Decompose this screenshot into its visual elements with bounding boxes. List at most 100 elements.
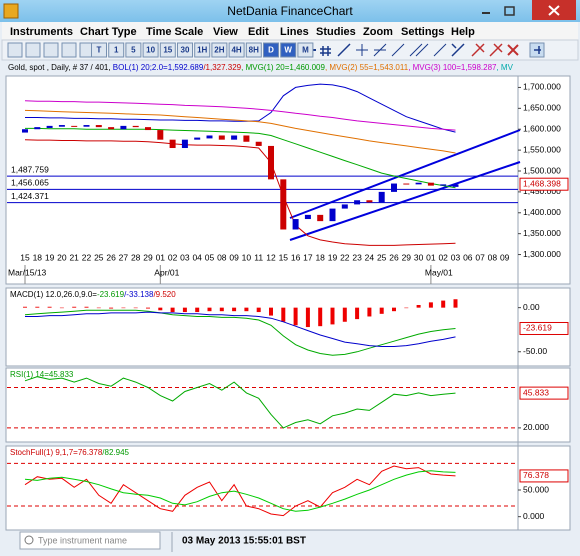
- instrument-search[interactable]: [19, 531, 161, 550]
- legend-part: /82.945: [102, 448, 129, 457]
- y-tick-label: 1,700.000: [523, 82, 561, 92]
- timescale-button[interactable]: [142, 42, 159, 58]
- icon-button[interactable]: [43, 42, 59, 58]
- menu-item[interactable]: Edit: [248, 26, 269, 38]
- timescale-button[interactable]: [245, 42, 262, 58]
- macd-bar: [355, 307, 360, 320]
- delete-all-icon[interactable]: [507, 44, 519, 56]
- legend-part: RSI(1) 14=45.833: [10, 370, 74, 379]
- current-value-label: 45.833: [523, 387, 549, 397]
- line-icon[interactable]: [337, 43, 351, 57]
- candle: [34, 127, 41, 130]
- menu-item[interactable]: View: [213, 26, 238, 38]
- date-label: 22: [340, 252, 350, 262]
- menu-item[interactable]: Instruments: [10, 26, 73, 38]
- timescale-label: W: [284, 46, 292, 55]
- parallel-icon[interactable]: [409, 43, 429, 57]
- app-icon: [3, 3, 19, 19]
- series-line: [25, 127, 456, 189]
- hline-icon[interactable]: [356, 44, 368, 56]
- icon-button[interactable]: [61, 42, 77, 58]
- search-icon: [24, 535, 34, 545]
- timescale-label: 10: [146, 46, 155, 55]
- legend-part: /1,327.329: [203, 63, 241, 72]
- date-label: 02: [438, 252, 448, 262]
- candle: [108, 127, 115, 130]
- macd-bar: [207, 307, 212, 312]
- candle: [145, 127, 151, 131]
- timescale-button[interactable]: [297, 42, 314, 58]
- date-label: 19: [45, 252, 55, 262]
- series-line: [24, 100, 456, 131]
- menu-item[interactable]: Studies: [316, 26, 356, 38]
- timescale-label: 1: [114, 46, 119, 55]
- timescale-label: D: [268, 46, 274, 55]
- macd-bar: [404, 307, 409, 309]
- date-label: 26: [106, 252, 116, 262]
- y-tick-label: 1,300.000: [523, 249, 561, 259]
- candle: [280, 179, 287, 230]
- candle: [268, 145, 274, 180]
- icon-button[interactable]: [25, 42, 41, 58]
- timescale-label: 1H: [197, 46, 207, 55]
- menu-item[interactable]: Chart Type: [80, 26, 137, 38]
- legend-part: Gold, spot , Daily, # 37 / 401,: [8, 63, 113, 72]
- macd-panel: [5, 287, 571, 367]
- grid-icon[interactable]: [320, 46, 331, 56]
- pointer-icon[interactable]: [451, 43, 465, 57]
- timescale-button[interactable]: [108, 42, 125, 58]
- series-line: [24, 309, 456, 356]
- macd-bar: [72, 306, 77, 308]
- macd-bar: [342, 307, 347, 322]
- timescale-button[interactable]: [194, 42, 211, 58]
- fib-icon[interactable]: [373, 43, 387, 57]
- timescale-button[interactable]: [280, 42, 297, 58]
- candle: [415, 182, 422, 185]
- date-label: 25: [94, 252, 104, 262]
- candle: [231, 135, 238, 140]
- month-label: Mar/15/13: [8, 267, 47, 277]
- y-tick-label: 1,450.000: [523, 186, 561, 196]
- candle: [46, 125, 53, 128]
- macd-bar: [367, 307, 372, 317]
- legend-part: MACD(1) 12.0,26.0,9.0=: [10, 290, 97, 299]
- date-label: 03: [451, 252, 461, 262]
- candle: [304, 214, 311, 220]
- date-label: 07: [475, 252, 485, 262]
- timescale-button[interactable]: [159, 42, 176, 58]
- date-label: 08: [488, 252, 498, 262]
- timescale-button[interactable]: [211, 42, 228, 58]
- timescale-button[interactable]: [177, 42, 193, 58]
- candle: [71, 125, 78, 127]
- timescale-button[interactable]: [125, 42, 142, 58]
- series-line: [24, 376, 456, 429]
- channel-icon[interactable]: [391, 43, 405, 57]
- delete-study-icon[interactable]: [489, 43, 503, 57]
- candle: [95, 125, 102, 128]
- candle: [194, 137, 201, 140]
- date-label: 21: [69, 252, 79, 262]
- timescale-button[interactable]: [263, 42, 279, 58]
- y-tick-label: 1,500.000: [523, 165, 561, 175]
- date-label: 02: [168, 252, 178, 262]
- maximize-button[interactable]: [504, 6, 515, 16]
- candle: [391, 183, 397, 192]
- menu-item[interactable]: Time Scale: [146, 26, 203, 38]
- arc-icon[interactable]: [433, 43, 447, 57]
- macd-bar: [416, 305, 421, 308]
- timescale-button[interactable]: [91, 42, 107, 58]
- menu-item[interactable]: Help: [451, 26, 475, 38]
- menu-item[interactable]: Lines: [280, 26, 309, 38]
- menu-item[interactable]: Settings: [401, 26, 444, 38]
- delete-line-icon[interactable]: [471, 43, 485, 57]
- study-legend: RSI(1) 14=45.833: [10, 370, 74, 379]
- y-tick-label: 1,350.000: [523, 228, 561, 238]
- timescale-label: M: [302, 46, 309, 55]
- y-tick-label: 1,400.000: [523, 207, 561, 217]
- menu-item[interactable]: Zoom: [363, 26, 393, 38]
- current-value-box: [519, 469, 569, 483]
- timescale-button[interactable]: [228, 42, 245, 58]
- icon-button[interactable]: [7, 42, 23, 58]
- price-level-label: 1,424.371: [11, 191, 49, 201]
- legend-part: BOL(1) 20;2.0=1,592.689: [113, 63, 204, 72]
